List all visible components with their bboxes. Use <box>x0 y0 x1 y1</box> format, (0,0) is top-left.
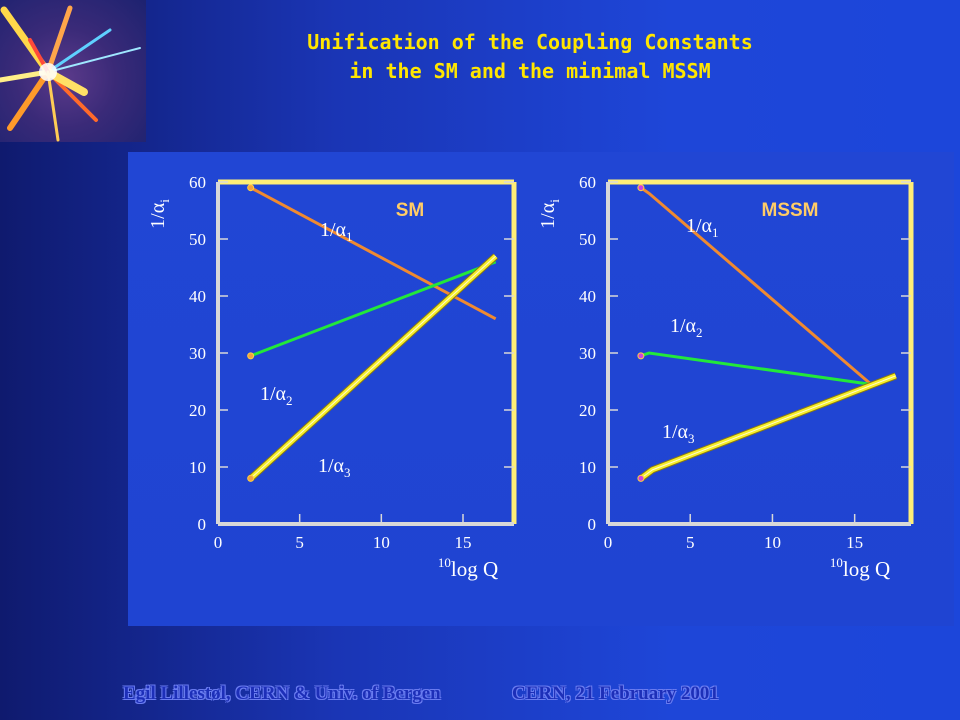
series-line-core-alpha3 <box>640 375 896 479</box>
series-label-alpha1: 1/α1 <box>320 219 353 244</box>
y-tick-label: 10 <box>579 458 596 477</box>
x-tick-label: 5 <box>686 533 695 552</box>
x-tick-label: 15 <box>846 533 863 552</box>
y-tick-label: 50 <box>579 230 596 249</box>
x-tick-label: 5 <box>295 533 304 552</box>
x-tick-label: 15 <box>455 533 472 552</box>
x-tick-label: 0 <box>214 533 223 552</box>
y-tick-label: 0 <box>588 515 597 534</box>
series-line-alpha1 <box>640 186 873 386</box>
collision-event-logo <box>0 0 146 142</box>
y-tick-label: 0 <box>198 515 207 534</box>
y-axis-label: 1/αi <box>147 199 172 229</box>
y-tick-label: 10 <box>189 458 206 477</box>
footer-author: Egil Lillestøl, CERN & Univ. of Bergen <box>123 683 441 704</box>
y-tick-label: 50 <box>189 230 206 249</box>
chart-mssm: 0 10 20 30 40 50 60 0 5 10 15 10log Q 1/αi MSSM 1/α1 1/… <box>537 173 914 581</box>
series-line-alpha2 <box>250 260 497 358</box>
series-start-point <box>637 352 645 360</box>
series-start-point <box>247 474 255 482</box>
series-line-core-alpha3 <box>250 255 497 479</box>
slide-title: Unification of the Coupling Constants in… <box>150 28 910 86</box>
series-start-point <box>637 474 645 482</box>
panel-label: MSSM <box>762 200 819 221</box>
y-tick-label: 30 <box>189 344 206 363</box>
footer-event: CERN, 21 February 2001 <box>512 683 719 704</box>
title-line-1: Unification of the Coupling Constants <box>307 30 753 54</box>
series-line-alpha2 <box>640 351 872 386</box>
y-tick-label: 40 <box>189 287 206 306</box>
series-line-alpha1 <box>249 186 497 321</box>
y-tick-label: 60 <box>579 173 596 192</box>
chart-panel: 0 10 20 30 40 50 60 0 5 10 15 10log Q 1/αi SM 1/α1 1/α2… <box>128 152 954 626</box>
series-start-point <box>247 352 255 360</box>
y-tick-label: 40 <box>579 287 596 306</box>
y-axis-label: 1/αi <box>537 199 562 229</box>
title-line-2: in the SM and the minimal MSSM <box>349 59 711 83</box>
x-tick-label: 10 <box>764 533 781 552</box>
x-tick-label: 0 <box>604 533 613 552</box>
series-label-alpha2: 1/α2 <box>670 315 703 340</box>
series-label-alpha1: 1/α1 <box>686 215 719 240</box>
series-label-alpha3: 1/α3 <box>662 421 695 446</box>
x-axis-label: 10log Q <box>438 555 498 581</box>
y-tick-label: 60 <box>189 173 206 192</box>
series-start-point <box>637 184 645 192</box>
series-label-alpha3: 1/α3 <box>318 455 351 480</box>
series-label-alpha2: 1/α2 <box>260 383 293 408</box>
series-start-point <box>247 184 255 192</box>
y-tick-label: 20 <box>579 401 596 420</box>
particle-burst-image <box>0 5 141 142</box>
x-axis-label: 10log Q <box>830 555 890 581</box>
x-tick-label: 10 <box>373 533 390 552</box>
chart-sm: 0 10 20 30 40 50 60 0 5 10 15 10log Q 1/αi SM 1/α1 1/α2… <box>147 173 517 581</box>
panel-label: SM <box>396 200 425 221</box>
y-tick-label: 30 <box>579 344 596 363</box>
y-tick-label: 20 <box>189 401 206 420</box>
